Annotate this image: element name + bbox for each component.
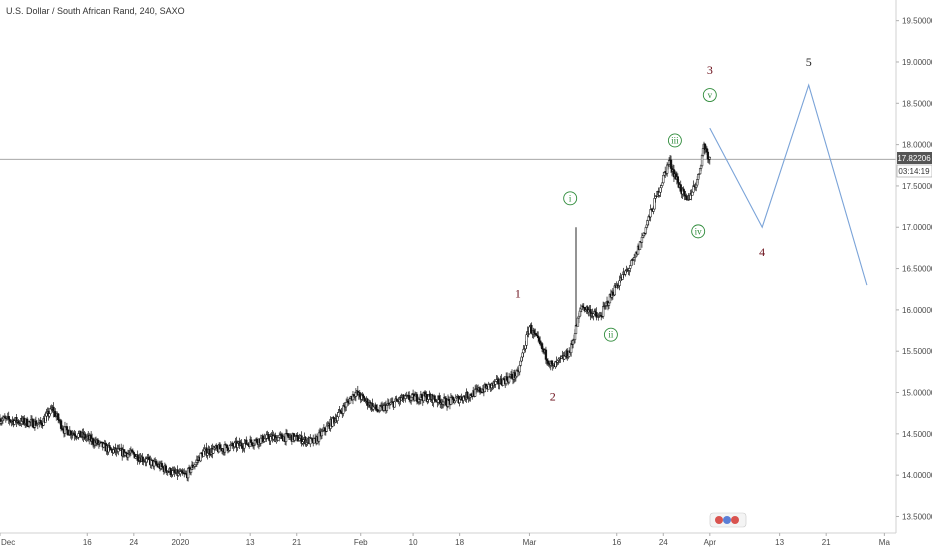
y-tick-label: 15.00000: [902, 389, 932, 398]
x-tick-label: 10: [409, 538, 418, 547]
svg-text:2: 2: [550, 390, 556, 404]
y-tick-label: 16.00000: [902, 306, 932, 315]
current-price-value: 17.82206: [897, 154, 931, 163]
wave-label-5[interactable]: 5: [806, 55, 812, 69]
svg-text:4: 4: [759, 245, 765, 259]
wave-label-4[interactable]: 4: [759, 245, 765, 259]
svg-text:i: i: [569, 193, 572, 203]
y-tick-label: 17.50000: [902, 182, 932, 191]
y-axis: 13.50000 14.00000 14.50000 15.00000 15.50000…: [896, 17, 932, 521]
x-tick-label: Ma: [879, 538, 891, 547]
svg-text:iii: iii: [671, 135, 679, 145]
wave-label-i[interactable]: i: [563, 191, 578, 206]
current-price-label: 17.82206 03:14:19: [896, 152, 932, 178]
wave-label-iii[interactable]: iii: [667, 133, 682, 148]
wave-label-iv[interactable]: iv: [691, 224, 706, 239]
svg-text:1: 1: [515, 286, 521, 300]
x-axis: Dec 16 24 2020 13 21 Feb 10 18 Mar 16 24 Apr 13 21 Ma: [0, 533, 890, 547]
x-tick-label: Apr: [704, 538, 717, 547]
y-tick-label: 19.50000: [902, 17, 932, 26]
events-icon[interactable]: [709, 512, 747, 528]
candle: [507, 372, 511, 384]
x-tick-label: 18: [455, 538, 464, 547]
x-tick-label: Dec: [1, 538, 15, 547]
y-tick-label: 19.00000: [902, 58, 932, 67]
x-tick-label: Mar: [523, 538, 537, 547]
x-tick-label: 24: [659, 538, 668, 547]
candle: [708, 156, 711, 165]
x-tick-label: 21: [292, 538, 301, 547]
countdown-box: [896, 164, 932, 178]
svg-text:3: 3: [707, 63, 713, 77]
y-tick-label: 18.00000: [902, 141, 932, 150]
svg-text:5: 5: [806, 55, 812, 69]
x-tick-label: 16: [612, 538, 621, 547]
countdown-value: 03:14:19: [898, 167, 930, 176]
x-tick-label: 16: [83, 538, 92, 547]
x-tick-label: Feb: [354, 538, 368, 547]
y-tick-label: 13.50000: [902, 512, 932, 521]
svg-text:ii: ii: [608, 330, 614, 340]
chart-title: U.S. Dollar / South African Rand, 240, S…: [6, 6, 185, 16]
wave-label-v[interactable]: v: [702, 88, 717, 102]
projection-line[interactable]: [709, 83, 868, 286]
wave-label-3[interactable]: 3: [707, 63, 713, 77]
x-tick-label: 13: [246, 538, 255, 547]
y-tick-label: 17.00000: [902, 223, 932, 232]
y-tick-label: 14.50000: [902, 430, 932, 439]
wave-label-ii[interactable]: ii: [603, 327, 618, 342]
wave-label-1[interactable]: 1: [515, 286, 521, 300]
candle: [460, 393, 463, 401]
wave-label-2[interactable]: 2: [550, 390, 556, 404]
x-tick-label: 24: [129, 538, 138, 547]
current-price-box: [897, 152, 932, 164]
x-tick-label: 13: [775, 538, 784, 547]
x-tick-label: 2020: [171, 538, 189, 547]
x-tick-label: 21: [822, 538, 831, 547]
y-tick-label: 15.50000: [902, 347, 932, 356]
y-tick-label: 16.50000: [902, 265, 932, 274]
svg-text:v: v: [708, 90, 713, 100]
y-tick-label: 18.50000: [902, 99, 932, 108]
candle: [36, 423, 39, 430]
svg-text:iv: iv: [695, 226, 703, 236]
y-tick-label: 14.00000: [902, 471, 932, 480]
candle: [393, 401, 396, 408]
